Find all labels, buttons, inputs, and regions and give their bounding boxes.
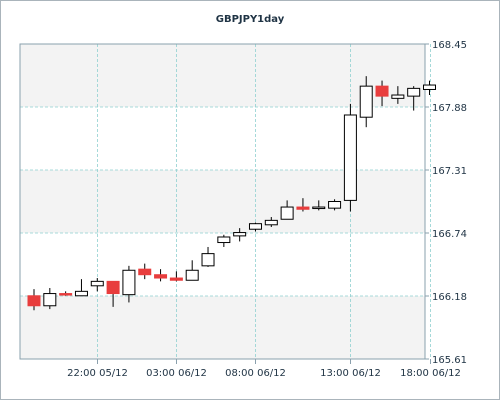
candle-body-down [296, 206, 310, 210]
candle [312, 200, 326, 211]
candle [43, 288, 57, 310]
candle-body-up [43, 293, 57, 307]
candle [106, 280, 120, 307]
candle-body-up [90, 280, 104, 287]
candle-body-up [328, 201, 342, 209]
candles [27, 76, 436, 311]
chart-title: GBPJPY1day [216, 14, 285, 25]
x-tick-label: 22:00 05/12 [67, 368, 128, 379]
candle-body-up [391, 94, 405, 99]
candle-body-down [106, 280, 120, 295]
candle-body-up [407, 87, 421, 97]
candle [90, 278, 104, 292]
candle [233, 228, 247, 242]
candle [328, 199, 342, 211]
x-tick-label: 08:00 06/12 [225, 368, 286, 379]
y-tick-label: 167.31 [432, 166, 467, 177]
candle-body-up [233, 232, 247, 237]
y-tick-label: 166.18 [432, 292, 467, 303]
candle-body-down [138, 268, 152, 276]
y-axis-ticks: 168.45 167.88 167.31 166.74 166.18 165.61 [425, 40, 467, 366]
candle [122, 265, 136, 303]
candle [343, 103, 357, 212]
candle [391, 86, 405, 104]
grid-band [20, 296, 425, 359]
candle [185, 260, 199, 281]
candle-body-up [217, 236, 231, 244]
candle [74, 279, 88, 297]
candle [248, 222, 262, 232]
y-tick-label: 167.88 [432, 103, 467, 114]
candle-body-up [185, 269, 199, 281]
y-tick-label: 166.74 [432, 229, 467, 240]
y-tick-label: 165.61 [432, 355, 467, 366]
candle [407, 86, 421, 111]
candle [201, 246, 215, 267]
candle [280, 200, 294, 220]
candle-body-up [359, 85, 373, 118]
candle-body-down [27, 295, 41, 307]
candle [375, 80, 389, 107]
grid-band [20, 44, 425, 107]
candle-body-up [74, 290, 88, 297]
candle [296, 198, 310, 212]
alternating-bands [20, 44, 425, 359]
candle [217, 234, 231, 247]
candle [59, 291, 73, 296]
x-tick-label: 13:00 06/12 [320, 368, 381, 379]
candle-body-down [154, 274, 168, 279]
candle [359, 76, 373, 128]
candle-body-down [169, 277, 183, 281]
y-tick-label: 168.45 [432, 40, 467, 51]
candle [423, 80, 436, 96]
candle-body-up [423, 84, 436, 90]
candle [27, 289, 41, 311]
x-tick-label: 18:00 06/12 [400, 368, 461, 379]
candle [154, 269, 168, 282]
candle-body-down [59, 293, 73, 296]
candle-body-up [280, 206, 294, 220]
x-tick-label: 03:00 06/12 [146, 368, 207, 379]
grid-band [20, 170, 425, 233]
candle-body-up [248, 223, 262, 230]
candle [138, 263, 152, 280]
candle-body-up [343, 114, 357, 201]
plot-frame [19, 43, 426, 360]
x-axis-ticks: 22:00 05/12 03:00 06/12 08:00 06/12 13:00 0… [67, 359, 461, 379]
candle [169, 271, 183, 282]
candle-body-up [264, 219, 278, 226]
candle-body-up [312, 206, 326, 210]
candle [264, 217, 278, 228]
candle-body-up [201, 253, 215, 267]
candle-body-down [375, 85, 389, 97]
candle-body-up [122, 269, 136, 296]
